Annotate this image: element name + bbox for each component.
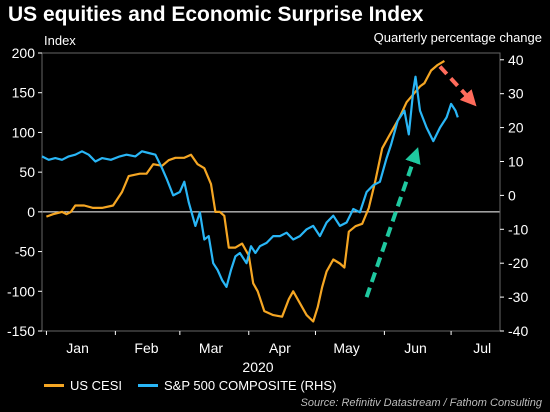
x-tick-label: May: [333, 340, 359, 356]
right-tick-label: 40: [508, 52, 524, 68]
x-tick-label: Feb: [134, 340, 158, 356]
right-tick-label: 30: [508, 86, 524, 102]
x-tick-label: Jun: [404, 340, 427, 356]
left-axis-unit-label: Index: [44, 33, 76, 48]
left-tick-label: -50: [15, 244, 35, 260]
left-tick-label: 0: [27, 204, 35, 220]
chart-series: [41, 59, 459, 323]
x-tick-label: Apr: [269, 340, 291, 356]
right-axis-unit-label: Quarterly percentage change: [373, 30, 542, 45]
right-tick-label: -10: [508, 221, 528, 237]
legend-swatch-us-cesi: [44, 384, 64, 387]
left-tick-label: -150: [7, 323, 35, 339]
left-tick-label: 200: [12, 45, 36, 61]
legend-item-sp500: S&P 500 COMPOSITE (RHS): [138, 378, 336, 393]
x-tick-label: Jan: [66, 340, 89, 356]
legend-item-us-cesi: US CESI: [44, 378, 122, 393]
chart-legend: US CESI S&P 500 COMPOSITE (RHS): [44, 378, 352, 393]
legend-label-sp500: S&P 500 COMPOSITE (RHS): [164, 378, 337, 393]
right-tick-label: -20: [508, 255, 528, 271]
up-trend-arrow: [364, 147, 421, 298]
plot-frame: [41, 52, 501, 332]
x-tick-label: Mar: [199, 340, 223, 356]
left-tick-label: 100: [12, 124, 36, 140]
left-tick-label: 50: [19, 164, 35, 180]
legend-label-us-cesi: US CESI: [70, 378, 123, 393]
x-axis-year-label: 2020: [242, 359, 273, 375]
left-tick-label: 150: [12, 85, 36, 101]
series-line-sp500: [41, 75, 459, 288]
right-tick-label: -40: [508, 323, 528, 339]
right-tick-label: 0: [508, 187, 516, 203]
chart-annotations: [364, 65, 477, 298]
source-note: Source: Refinitiv Datastream / Fathom Co…: [300, 397, 543, 409]
right-tick-label: 10: [508, 153, 524, 169]
left-tick-label: -100: [7, 283, 35, 299]
down-trend-arrow: [438, 65, 477, 107]
legend-swatch-sp500: [138, 384, 159, 387]
chart-axes: -150-100-50050100150200-40-30-20-1001020…: [7, 45, 528, 356]
series-line-us-cesi: [46, 59, 445, 323]
chart-title: US equities and Economic Surprise Index: [8, 3, 424, 26]
right-tick-label: 20: [508, 120, 524, 136]
right-tick-label: -30: [508, 289, 528, 305]
x-tick-label: Jul: [473, 340, 491, 356]
